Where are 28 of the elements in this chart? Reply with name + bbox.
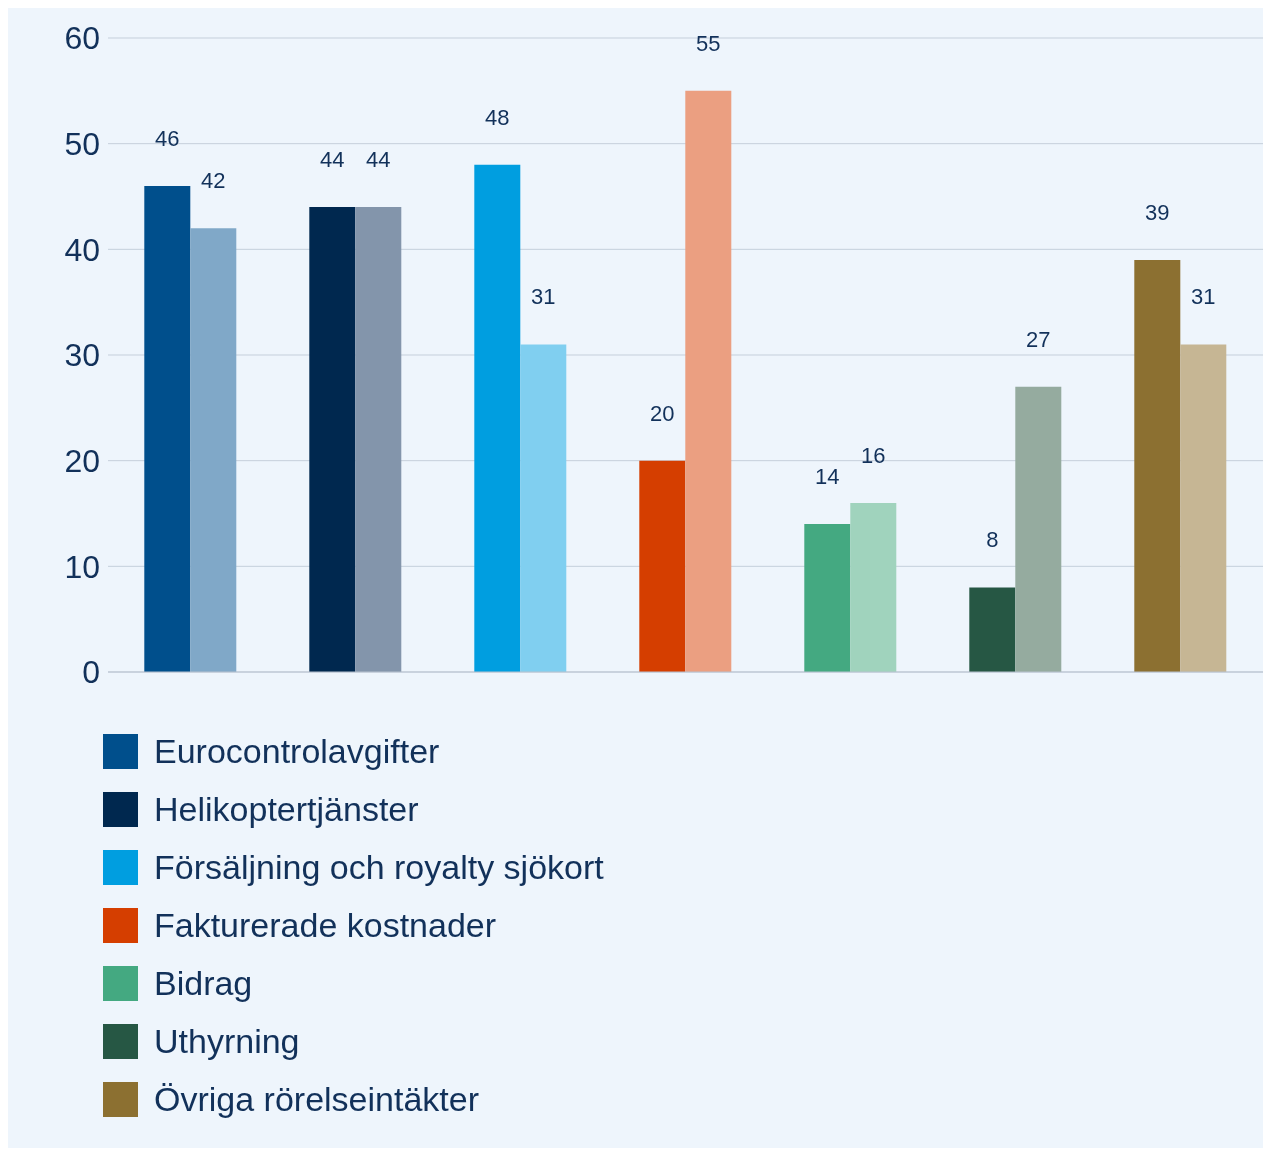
y-tick-label: 30 — [64, 337, 100, 374]
data-label: 16 — [861, 442, 886, 468]
data-label: 8 — [986, 527, 999, 553]
data-label: 27 — [1026, 326, 1051, 352]
data-label: 14 — [815, 464, 840, 490]
y-tick-label: 10 — [64, 548, 100, 585]
legend-label: Försäljning och royalty sjökort — [154, 847, 605, 888]
data-label: 55 — [696, 30, 721, 56]
legend-label: Eurocontrolavgifter — [154, 731, 441, 772]
legend-label: Bidrag — [154, 963, 254, 1004]
y-tick-label: 60 — [64, 20, 100, 57]
legend-label: Övriga rörelseintäkter — [154, 1079, 480, 1120]
legend-label: Fakturerade kostnader — [154, 905, 498, 946]
data-label: 31 — [1191, 284, 1216, 310]
data-label: 48 — [485, 104, 510, 130]
data-label: 42 — [201, 168, 226, 194]
legend-label: Uthyrning — [154, 1021, 301, 1062]
data-label: 44 — [320, 147, 345, 173]
data-label: 31 — [531, 284, 556, 310]
y-tick-label: 40 — [64, 231, 100, 268]
data-label: 39 — [1145, 199, 1170, 225]
data-label: 20 — [650, 400, 675, 426]
data-label: 44 — [366, 147, 391, 173]
y-tick-label: 50 — [64, 126, 100, 163]
data-label: 46 — [155, 125, 180, 151]
legend-label: Helikoptertjänster — [154, 789, 420, 830]
y-tick-label: 0 — [82, 654, 100, 691]
y-tick-label: 20 — [64, 443, 100, 480]
